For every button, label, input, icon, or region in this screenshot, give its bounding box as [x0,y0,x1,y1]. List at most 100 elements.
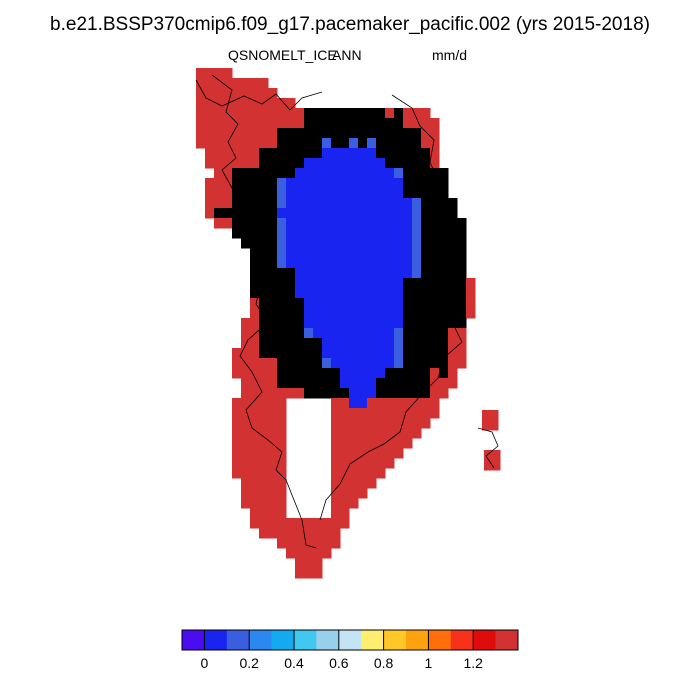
map-cell [331,198,341,209]
map-cell [367,428,377,439]
map-cell [268,498,278,509]
map-cell [313,168,323,179]
map-cell [448,378,458,389]
map-cell [340,488,350,499]
map-cell [241,378,251,389]
map-cell [412,388,422,399]
map-cell [304,198,314,209]
map-cell [385,368,395,379]
map-cell [268,268,278,279]
map-cell [250,258,260,269]
map-cell [268,168,278,179]
map-cell [403,288,413,299]
map-cell [385,238,395,249]
map-cell [340,308,350,319]
map-cell [403,278,413,289]
map-cell [340,278,350,289]
map-cell [331,238,341,249]
map-cell [376,218,386,229]
map-cell [205,178,215,189]
map-cell [232,188,242,199]
map-cell [367,478,377,489]
map-cell [268,328,278,339]
map-cell [331,298,341,309]
map-cell [322,248,332,259]
map-cell [232,228,242,239]
map-cell [421,278,431,289]
map-cell [421,328,431,339]
map-cell [457,268,467,279]
map-cell [277,268,287,279]
map-cell [232,448,242,459]
map-cell [412,208,422,219]
map-cell [286,198,296,209]
map-cell [358,228,368,239]
map-cell [250,358,260,369]
map-cell [277,238,287,249]
map-cell [331,448,341,459]
map-cell [403,358,413,369]
map-cell [232,218,242,229]
map-cell [268,488,278,499]
map-cell [322,358,332,369]
map-cell [304,158,314,169]
map-cell [349,108,359,119]
map-cell [250,508,260,519]
map-cell [403,438,413,449]
map-cell [367,268,377,279]
map-cell [286,228,296,239]
map-cell [403,138,413,149]
map-cell [268,428,278,439]
map-cell [313,338,323,349]
map-cell [439,338,449,349]
map-cell [421,258,431,269]
map-cell [250,288,260,299]
map-cell [331,368,341,379]
map-cell [430,238,440,249]
map-cell [259,108,269,119]
map-cell [394,108,404,119]
map-cell [367,398,377,409]
map-cell [241,368,251,379]
map-cell [367,408,377,419]
map-cell [214,138,224,149]
map-cell [349,138,359,149]
map-cell [376,208,386,219]
map-cell [340,518,350,529]
map-cell [349,118,359,129]
map-cell [232,428,242,439]
colorbar-tick-label: 1.2 [463,655,483,671]
map-cell [367,368,377,379]
map-cell [322,148,332,159]
map-cell [214,78,224,89]
coastline-northwest [195,79,323,111]
map-cell [394,438,404,449]
map-cell [313,368,323,379]
map-cell [241,318,251,329]
map-cell [340,358,350,369]
map-cell [277,418,287,429]
map-cell [340,298,350,309]
map-cell [367,208,377,219]
colorbar-box [226,630,250,650]
map-cell [295,518,305,529]
map-cell [376,408,386,419]
map-cell [331,508,341,519]
map-cell [394,378,404,389]
map-cell [313,188,323,199]
map-cell [322,168,332,179]
map-cell [295,248,305,259]
map-cell [286,518,296,529]
map-cell [340,268,350,279]
map-cell [250,398,260,409]
map-cell [385,198,395,209]
map-cell [376,138,386,149]
map-cell [286,278,296,289]
map-cell [448,338,458,349]
map-cell [313,298,323,309]
map-cell [241,188,251,199]
map-cell [340,438,350,449]
map-cell [286,168,296,179]
map-cell [241,148,251,159]
map-cell [349,338,359,349]
